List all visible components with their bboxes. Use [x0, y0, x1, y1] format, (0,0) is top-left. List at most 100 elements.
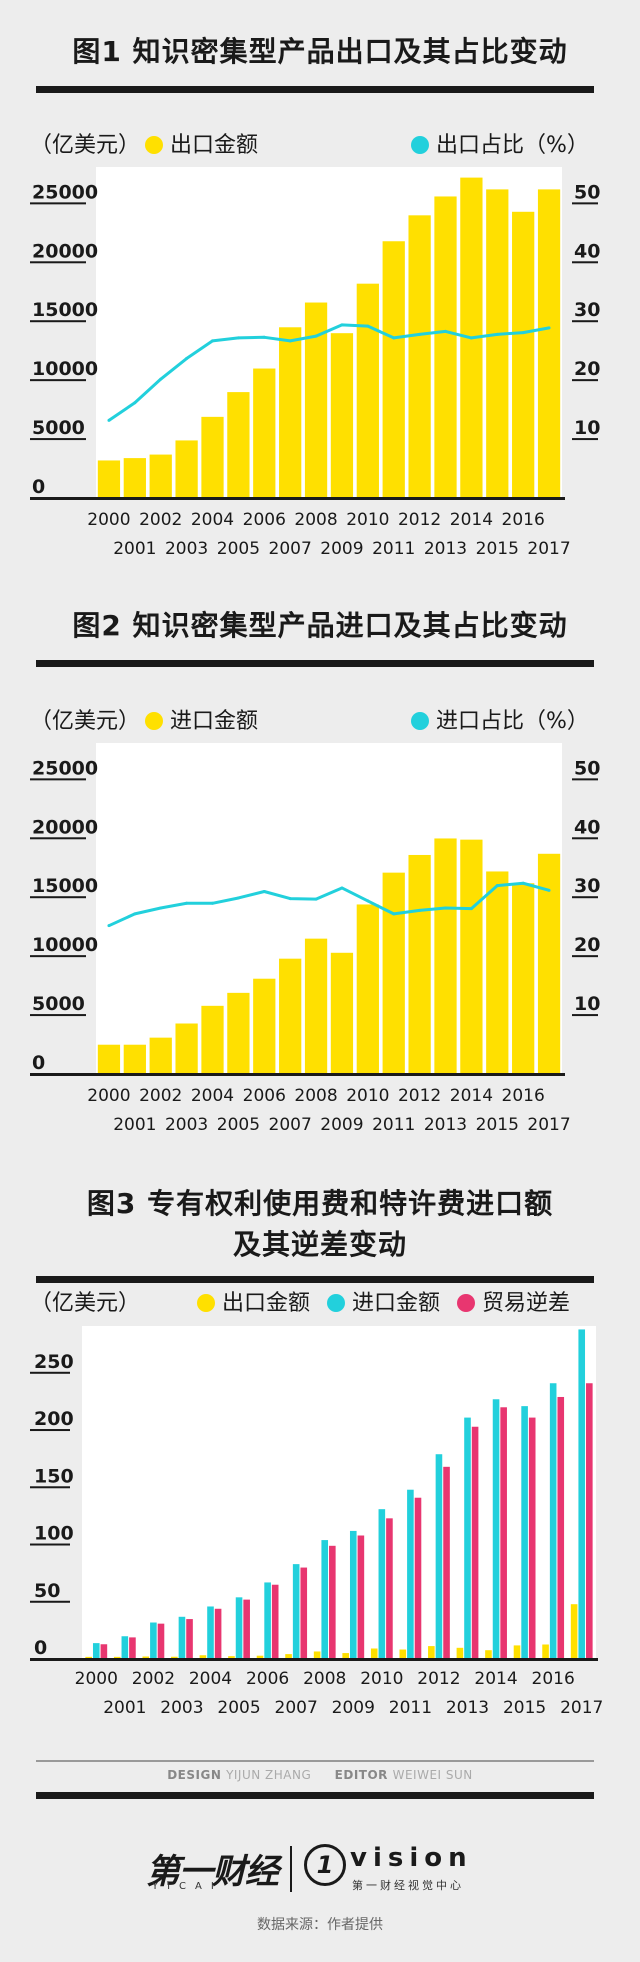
- x-tick-label: 2000: [87, 510, 130, 530]
- bar-1-2008: [321, 1540, 329, 1658]
- x-tick-label: 2012: [398, 1086, 441, 1106]
- bar-2-2012: [443, 1466, 450, 1658]
- x-tick-label: 2001: [113, 539, 156, 559]
- x-tick-label: 2006: [246, 1669, 289, 1689]
- x-tick-label: 2016: [532, 1669, 575, 1689]
- bar-1-2017: [578, 1329, 586, 1658]
- legend-line-label: 进口占比（%）: [436, 709, 589, 734]
- legend-label: 贸易逆差: [482, 1291, 570, 1316]
- bar-0-2000: [85, 1656, 92, 1658]
- chart3-royalties: （亿美元） 出口金额 进口金额 贸易逆差 0 50 100 150 200 250 2000 2002…: [30, 1291, 603, 1718]
- x-tick-label: 2009: [332, 1698, 375, 1718]
- bar-2-2009: [357, 1535, 365, 1658]
- bar-1-2001: [121, 1636, 129, 1658]
- bar-1-2016: [549, 1383, 557, 1658]
- bar-2004: [201, 416, 224, 497]
- x-tick-label: 2004: [191, 1086, 234, 1106]
- bar-2015: [486, 189, 509, 497]
- x-tick-label: 2000: [87, 1086, 130, 1106]
- bar-2011: [382, 241, 405, 497]
- bar-2016: [512, 883, 535, 1073]
- chart1-title: 图1 知识密集型产品出口及其占比变动: [72, 35, 568, 68]
- bar-2002: [149, 454, 172, 497]
- x-tick-label: 2011: [372, 539, 415, 559]
- bar-2013: [434, 838, 457, 1073]
- bar-2-2011: [414, 1497, 422, 1658]
- share-point-2005: [236, 896, 240, 900]
- bar-2-2005: [243, 1599, 250, 1658]
- x-tick-label: 2002: [139, 510, 182, 530]
- x-tick-label: 2013: [446, 1698, 489, 1718]
- y-tick-label: 50: [34, 1580, 60, 1602]
- x-tick-label: 2011: [389, 1698, 432, 1718]
- bar-2007: [279, 958, 302, 1073]
- legend-label: 进口金额: [352, 1291, 440, 1316]
- share-point-2015: [495, 332, 499, 336]
- share-point-2011: [392, 912, 396, 916]
- x-tick-label: 2001: [103, 1698, 146, 1718]
- share-point-2008: [314, 897, 318, 901]
- x-tick-label: 2017: [527, 539, 570, 559]
- right-tick-mark: [572, 438, 598, 441]
- x-tick-label: 2004: [191, 510, 234, 530]
- left-tick-mark: [30, 837, 86, 840]
- left-tick-label: 0: [32, 476, 45, 498]
- share-point-2004: [211, 339, 214, 343]
- right-tick-mark: [572, 379, 598, 382]
- bar-1-2000: [92, 1643, 100, 1658]
- share-point-2001: [133, 912, 137, 916]
- bar-2003: [175, 440, 198, 497]
- right-tick-label: 50: [574, 181, 600, 203]
- share-point-2011: [392, 336, 396, 340]
- x-tick-label: 2006: [243, 1086, 286, 1106]
- share-point-2017: [547, 888, 551, 892]
- share-point-2017: [547, 326, 551, 330]
- right-tick-mark: [572, 1014, 598, 1017]
- x-tick-label: 2007: [275, 1698, 318, 1718]
- bar-2014: [460, 839, 483, 1073]
- share-point-2013: [444, 329, 447, 333]
- y-tick-mark: [30, 1371, 70, 1374]
- bar-0-2005: [228, 1656, 235, 1658]
- x-tick-label: 2005: [217, 539, 260, 559]
- bar-2012: [408, 215, 431, 498]
- left-tick-label: 15000: [32, 299, 98, 321]
- right-tick-mark: [572, 896, 598, 899]
- bar-2-2016: [557, 1396, 565, 1658]
- left-tick-label: 10000: [32, 934, 98, 956]
- right-tick-label: 20: [574, 934, 600, 956]
- share-point-2013: [444, 906, 447, 910]
- bar-1-2006: [264, 1582, 271, 1658]
- x-tick-label: 2005: [217, 1115, 260, 1135]
- bar-2000: [97, 460, 121, 497]
- right-tick-label: 40: [574, 816, 600, 838]
- bar-1-2015: [521, 1406, 528, 1658]
- share-point-2014: [469, 907, 473, 911]
- bar-2001: [123, 458, 146, 497]
- x-tick-label: 2013: [424, 1115, 467, 1135]
- bar-2011: [382, 872, 405, 1073]
- x-tick-label: 2015: [503, 1698, 546, 1718]
- legend-swatch-2: [457, 1294, 475, 1312]
- bar-0-2006: [256, 1655, 264, 1658]
- x-tick-label: 2016: [502, 1086, 545, 1106]
- y-tick-label: 250: [34, 1351, 74, 1373]
- bar-2006: [253, 368, 276, 497]
- legend-swatch-0: [197, 1294, 215, 1312]
- bar-2004: [201, 1005, 224, 1073]
- bar-0-2001: [113, 1656, 121, 1658]
- bar-0-2014: [485, 1650, 492, 1658]
- bar-2-2017: [586, 1383, 593, 1658]
- share-point-2005: [236, 336, 240, 340]
- bar-0-2007: [285, 1654, 292, 1658]
- bar-2000: [97, 1044, 121, 1073]
- x-tick-label: 2013: [424, 539, 467, 559]
- left-tick-mark: [30, 1014, 86, 1017]
- bar-1-2002: [150, 1622, 157, 1658]
- x-tick-label: 2011: [372, 1115, 415, 1135]
- left-tick-label: 15000: [32, 875, 98, 897]
- bar-1-2011: [407, 1489, 414, 1658]
- bar-1-2010: [378, 1509, 386, 1658]
- bar-1-2009: [349, 1530, 357, 1658]
- bar-2003: [175, 1023, 198, 1073]
